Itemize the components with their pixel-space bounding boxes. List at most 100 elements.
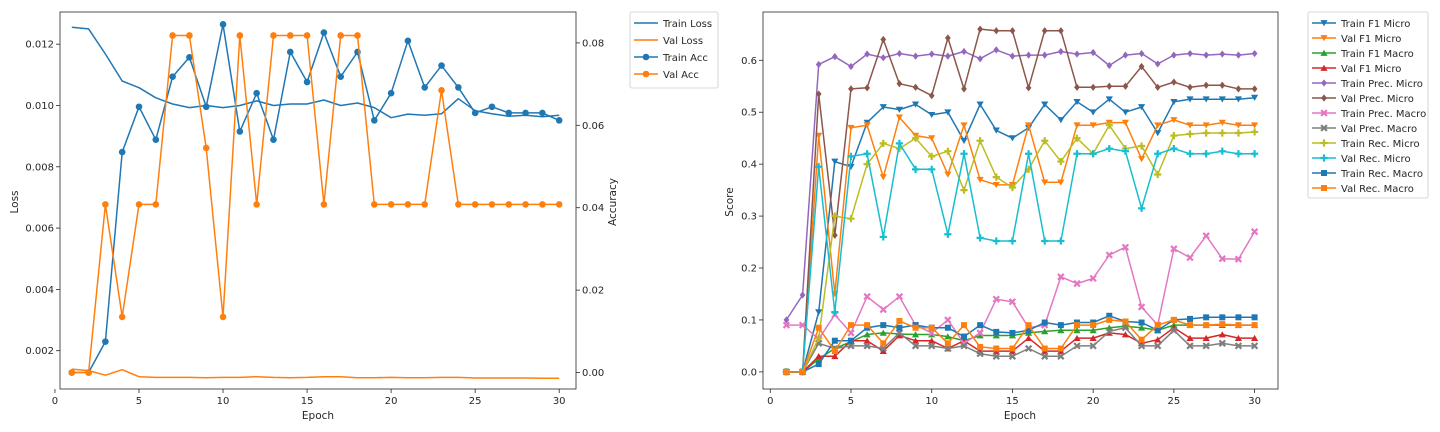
legend-marker-train-f1-micro	[1320, 20, 1328, 27]
point-train-f1-micro-12	[960, 137, 968, 145]
point-train-rec-micro-19	[1073, 134, 1081, 142]
point-train-rec-micro-29	[1234, 129, 1243, 137]
series-val-acc	[68, 32, 563, 376]
legend-marker-val-rec-micro	[1320, 154, 1328, 162]
point-train-acc-30	[555, 117, 563, 124]
point-val-rec-micro-3	[815, 163, 823, 171]
point-val-prec-macro-18	[1057, 352, 1065, 360]
point-train-f1-macro-19	[1073, 327, 1081, 334]
point-val-prec-macro-16	[1024, 344, 1033, 353]
x-tick-label: 30	[1248, 396, 1261, 407]
point-train-acc-16	[320, 29, 328, 36]
point-val-f1-micro-3	[815, 353, 823, 360]
point-train-rec-micro-7	[879, 139, 887, 147]
point-val-rec-micro-4	[831, 308, 839, 316]
point-train-prec-micro-10	[928, 50, 935, 58]
point-val-acc-30	[555, 201, 563, 208]
point-train-prec-macro-7	[879, 305, 887, 314]
point-train-f1-macro-6	[863, 331, 871, 338]
legend-label-train-rec-macro: Train Rec. Macro	[1340, 169, 1423, 180]
point-train-rec-macro-5	[847, 337, 854, 344]
point-val-rec-macro-22	[1122, 318, 1129, 325]
legend-label-train-acc: Train Acc	[662, 53, 708, 64]
point-val-prec-micro-12	[961, 85, 967, 93]
point-val-prec-macro-15	[1008, 352, 1017, 360]
point-val-acc-4	[118, 313, 126, 321]
series-val-loss	[71, 368, 560, 380]
point-val-rec-macro-5	[847, 322, 854, 329]
point-train-rec-micro-14	[992, 173, 1000, 181]
point-train-f1-macro-13	[976, 332, 984, 339]
point-train-acc-26	[488, 103, 496, 111]
point-val-prec-macro-28	[1218, 339, 1226, 347]
point-train-acc-24	[455, 84, 462, 91]
point-train-rec-micro-25	[1170, 131, 1178, 140]
point-val-rec-macro-14	[993, 345, 1000, 352]
point-train-rec-micro-3	[815, 334, 823, 342]
chart1-ylabel: Score	[724, 187, 736, 216]
point-val-f1-micro-5	[847, 124, 855, 132]
point-train-f1-micro-23	[1137, 104, 1146, 111]
point-val-rec-micro-10	[928, 165, 936, 173]
point-train-prec-micro-7	[880, 54, 887, 62]
chart1-legend: Train F1 Micro Val F1 Micro Train F1 Mac…	[1307, 11, 1429, 199]
point-val-f1-micro-28	[1218, 119, 1226, 126]
point-val-prec-micro-3	[815, 90, 822, 98]
point-val-acc-22	[421, 201, 429, 208]
point-val-f1-micro-30	[1250, 122, 1259, 129]
point-train-prec-micro-26	[1187, 49, 1193, 58]
point-val-rec-micro-22	[1121, 147, 1130, 155]
point-train-acc-22	[421, 84, 429, 91]
point-val-rec-micro-21	[1105, 144, 1113, 153]
x-tick-label: 10	[925, 396, 938, 407]
point-train-f1-micro-4	[831, 158, 839, 165]
point-val-rec-macro-8	[896, 317, 903, 324]
point-val-rec-micro-25	[1170, 144, 1178, 153]
point-train-prec-micro-27	[1203, 51, 1210, 59]
point-val-prec-micro-21	[1106, 82, 1113, 90]
point-train-f1-micro-21	[1105, 96, 1113, 103]
point-val-acc-24	[455, 201, 462, 208]
point-val-acc-13	[270, 32, 277, 39]
point-train-prec-macro-2	[798, 321, 807, 329]
point-train-f1-micro-5	[847, 163, 855, 170]
point-train-prec-micro-9	[912, 52, 919, 60]
point-val-rec-micro-11	[944, 230, 952, 238]
point-val-f1-micro-24	[1154, 336, 1162, 343]
y-tick-label: 0.002	[25, 346, 54, 357]
point-train-acc-20	[387, 89, 395, 97]
point-train-rec-micro-12	[960, 186, 968, 194]
point-train-prec-macro-6	[863, 292, 871, 301]
point-val-rec-micro-26	[1186, 150, 1194, 158]
score-chart: 0 5 10 15 20 25 30 0.0 0.1 0.2 0.3 0.4 0.5 0.6	[741, 11, 1279, 407]
point-val-rec-macro-17	[1041, 345, 1048, 352]
point-train-rec-micro-10	[928, 152, 936, 160]
point-val-prec-micro-15	[1009, 27, 1016, 35]
point-val-acc-9	[202, 144, 210, 152]
legend-marker-val-acc	[642, 70, 650, 78]
legend-label-train-rec-micro: Train Rec. Micro	[1340, 139, 1420, 150]
point-train-f1-micro-19	[1073, 98, 1081, 106]
point-train-prec-macro-15	[1008, 298, 1017, 306]
point-val-prec-macro-24	[1154, 342, 1162, 350]
legend-label-train-prec-micro: Train Prec. Micro	[1340, 79, 1423, 90]
point-train-prec-micro-14	[993, 46, 1000, 54]
legend-marker-train-rec-macro	[1321, 170, 1327, 176]
point-train-f1-micro-24	[1154, 130, 1162, 137]
point-val-f1-micro-13	[976, 176, 984, 183]
point-val-prec-macro-5	[847, 342, 855, 350]
point-val-acc-21	[404, 201, 412, 208]
point-train-prec-macro-5	[847, 329, 855, 337]
point-train-f1-micro-3	[815, 309, 823, 316]
point-train-prec-macro-23	[1137, 303, 1146, 311]
point-val-acc-19	[371, 201, 378, 208]
loss-accuracy-chart: 0 5 10 15 20 25 30 0.002 0.004 0.006 0.008 0.010 0.0…	[25, 11, 604, 407]
legend-marker-train-prec-macro	[1320, 109, 1328, 117]
point-val-prec-micro-13	[977, 25, 984, 33]
point-val-prec-micro-22	[1122, 82, 1129, 90]
point-val-rec-micro-18	[1057, 237, 1065, 245]
point-train-f1-micro-10	[928, 111, 936, 119]
point-val-prec-micro-26	[1187, 83, 1193, 91]
point-val-prec-macro-7	[879, 344, 887, 353]
